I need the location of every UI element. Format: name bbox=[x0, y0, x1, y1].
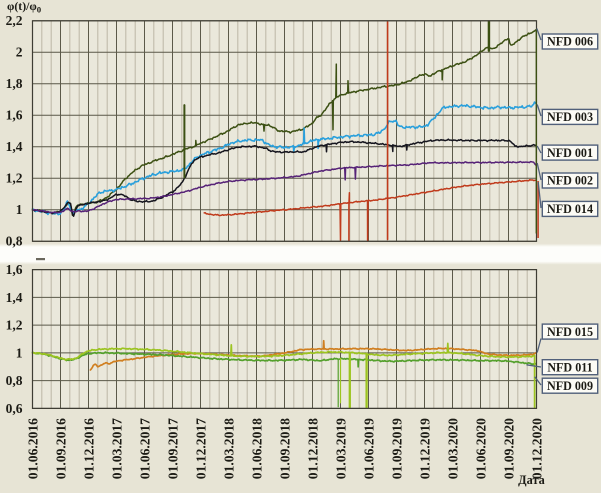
svg-text:2,2: 2,2 bbox=[6, 13, 23, 28]
svg-text:1,6: 1,6 bbox=[6, 108, 23, 123]
svg-text:NFD 003: NFD 003 bbox=[547, 110, 593, 124]
svg-text:NFD 015: NFD 015 bbox=[547, 325, 593, 339]
svg-text:01.06.2016: 01.06.2016 bbox=[26, 418, 41, 479]
svg-text:1,4: 1,4 bbox=[6, 290, 23, 305]
svg-text:01.03.2019: 01.03.2019 bbox=[334, 418, 349, 479]
svg-text:01.12.2020: 01.12.2020 bbox=[530, 418, 545, 479]
svg-text:01.03.2020: 01.03.2020 bbox=[446, 418, 461, 479]
svg-text:01.12.2017: 01.12.2017 bbox=[194, 418, 209, 479]
svg-text:1: 1 bbox=[16, 202, 23, 217]
svg-text:01.06.2017: 01.06.2017 bbox=[138, 418, 153, 479]
svg-text:01.12.2018: 01.12.2018 bbox=[306, 418, 321, 479]
svg-text:Дата: Дата bbox=[518, 473, 545, 487]
svg-text:0,8: 0,8 bbox=[6, 373, 23, 388]
svg-text:NFD 002: NFD 002 bbox=[547, 174, 593, 188]
svg-text:01.06.2020: 01.06.2020 bbox=[474, 418, 489, 479]
svg-text:01.03.2018: 01.03.2018 bbox=[222, 418, 237, 479]
svg-text:NFD 014: NFD 014 bbox=[547, 202, 593, 216]
svg-text:01.06.2019: 01.06.2019 bbox=[362, 418, 377, 479]
svg-text:NFD 009: NFD 009 bbox=[547, 379, 593, 393]
svg-text:1,6: 1,6 bbox=[6, 262, 23, 277]
svg-text:1,8: 1,8 bbox=[6, 76, 23, 91]
svg-text:01.12.2019: 01.12.2019 bbox=[418, 418, 433, 479]
svg-text:1: 1 bbox=[16, 345, 23, 360]
svg-text:01.03.2017: 01.03.2017 bbox=[110, 418, 125, 479]
svg-text:01.09.2016: 01.09.2016 bbox=[54, 418, 69, 479]
svg-text:1,2: 1,2 bbox=[6, 318, 23, 333]
svg-text:0,8: 0,8 bbox=[6, 234, 23, 249]
svg-text:1,4: 1,4 bbox=[6, 139, 23, 154]
svg-text:0,6: 0,6 bbox=[6, 401, 23, 416]
svg-text:NFD 006: NFD 006 bbox=[547, 35, 593, 49]
svg-text:01.12.2016: 01.12.2016 bbox=[82, 418, 97, 479]
svg-text:NFD 011: NFD 011 bbox=[547, 360, 592, 374]
svg-text:01.09.2020: 01.09.2020 bbox=[502, 418, 517, 479]
svg-text:01.09.2018: 01.09.2018 bbox=[278, 418, 293, 479]
svg-text:01.09.2017: 01.09.2017 bbox=[166, 418, 181, 479]
svg-text:2: 2 bbox=[16, 45, 23, 60]
svg-text:01.09.2019: 01.09.2019 bbox=[390, 418, 405, 479]
svg-text:1,2: 1,2 bbox=[6, 171, 23, 186]
svg-text:01.06.2018: 01.06.2018 bbox=[250, 418, 265, 479]
svg-text:NFD 001: NFD 001 bbox=[547, 146, 593, 160]
svg-text:φ(t)/φ0: φ(t)/φ0 bbox=[7, 0, 42, 14]
